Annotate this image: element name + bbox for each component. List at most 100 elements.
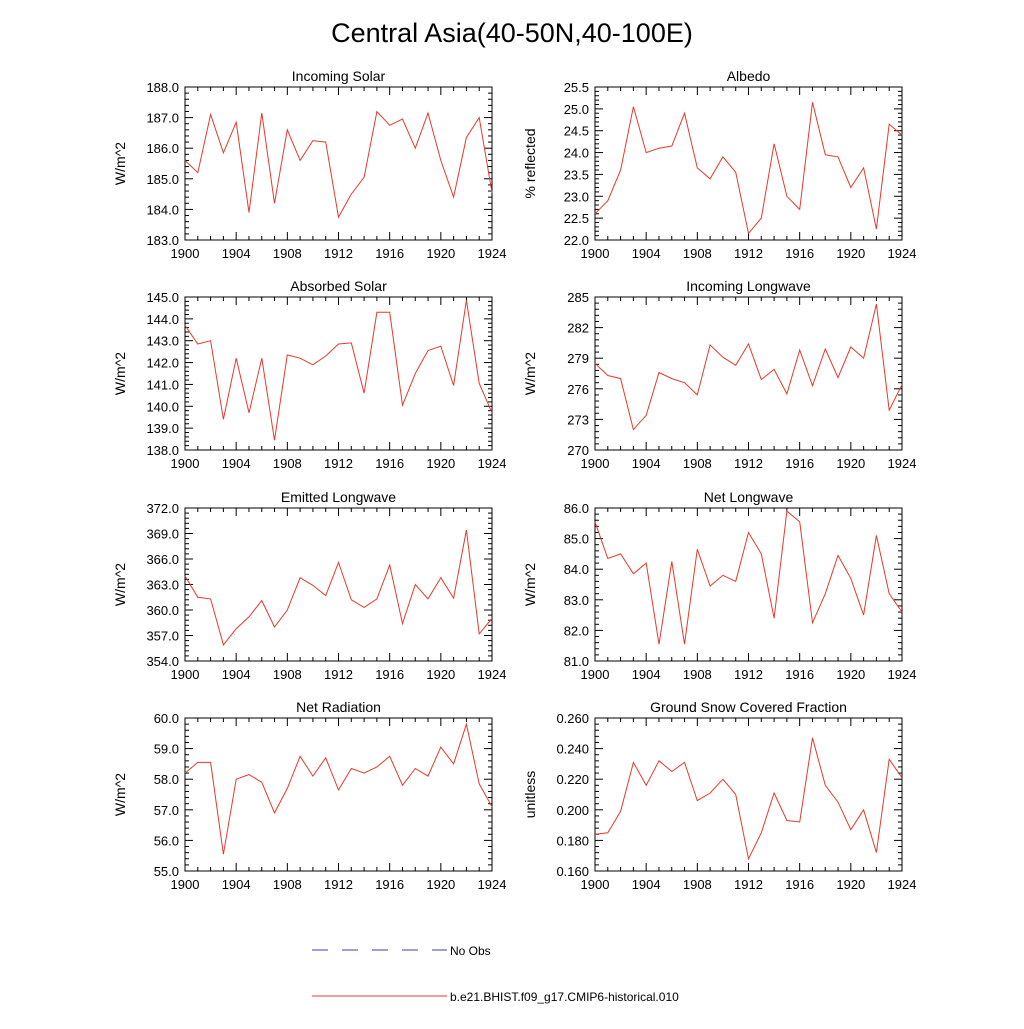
panel-ground-snow-covered-fraction-xtick-label: 1916 (785, 877, 814, 892)
panel-net-longwave-xtick-label: 1920 (836, 667, 865, 682)
panel-absorbed-solar-ylabel: W/m^2 (112, 352, 128, 395)
panel-absorbed-solar-xtick-label: 1904 (222, 456, 251, 471)
panel-net-radiation-xtick-label: 1900 (171, 877, 200, 892)
panel-incoming-longwave-ytick-label: 273 (567, 412, 589, 427)
panel-net-longwave-ylabel: W/m^2 (522, 563, 538, 606)
panel-absorbed-solar-ytick-label: 145.0 (146, 290, 179, 305)
panel-emitted-longwave-xtick-label: 1904 (222, 667, 251, 682)
panel-incoming-longwave: Incoming Longwave W/m^2 1900 1904 1908 1912 19… (522, 278, 916, 471)
panel-incoming-solar-ylabel: W/m^2 (112, 142, 128, 185)
panel-net-longwave-series-line (594, 510, 903, 645)
panel-incoming-longwave-xtick-label: 1916 (785, 456, 814, 471)
panel-net-radiation-ytick-label: 55.0 (154, 864, 179, 879)
panel-absorbed-solar-ytick-label: 144.0 (146, 312, 179, 327)
panel-albedo-ytick-label: 23.5 (564, 167, 589, 182)
panel-incoming-solar-xtick-label: 1912 (324, 246, 353, 261)
panel-incoming-solar-xtick-label: 1904 (222, 246, 251, 261)
panel-absorbed-solar-ytick-label: 140.0 (146, 399, 179, 414)
panel-incoming-solar-xtick-label: 1916 (375, 246, 404, 261)
panel-emitted-longwave-ytick-label: 363.0 (146, 578, 179, 593)
panel-emitted-longwave-xtick-label: 1908 (273, 667, 302, 682)
panel-net-longwave-xtick-label: 1904 (632, 667, 661, 682)
panel-incoming-longwave-frame (594, 296, 903, 451)
panel-albedo-ytick-label: 25.5 (564, 80, 589, 95)
panel-emitted-longwave: Emitted Longwave W/m^2 1900 1904 1908 1912 191… (112, 489, 506, 682)
panel-incoming-solar-title: Incoming Solar (292, 68, 386, 84)
panel-net-radiation-xtick-label: 1912 (324, 877, 353, 892)
panel-absorbed-solar: Absorbed Solar W/m^2 1900 1904 1908 1912 1916 1… (112, 278, 506, 471)
panel-net-longwave-title: Net Longwave (704, 489, 794, 505)
panel-albedo: Albedo % reflected 1900 1904 1908 1912 1916 192… (522, 68, 916, 261)
panel-incoming-longwave-xtick-label: 1908 (683, 456, 712, 471)
panel-incoming-longwave-xtick-label: 1912 (734, 456, 763, 471)
panel-emitted-longwave-title: Emitted Longwave (281, 489, 396, 505)
panel-incoming-longwave-ytick-label: 276 (567, 382, 589, 397)
panel-net-longwave-ytick-label: 84.0 (564, 562, 589, 577)
panel-incoming-longwave-ytick-label: 282 (567, 321, 589, 336)
panel-albedo-ytick-label: 23.0 (564, 189, 589, 204)
panel-incoming-longwave-ytick-label: 285 (567, 290, 589, 305)
panel-ground-snow-covered-fraction-xtick-label: 1920 (836, 877, 865, 892)
panel-ground-snow-covered-fraction-ytick-label: 0.160 (556, 864, 589, 879)
panel-albedo-xtick-label: 1920 (836, 246, 865, 261)
panel-absorbed-solar-xtick-label: 1900 (171, 456, 200, 471)
panel-net-radiation-frame (184, 717, 493, 872)
panel-absorbed-solar-ytick-label: 142.0 (146, 356, 179, 371)
panel-net-longwave-ytick-label: 81.0 (564, 654, 589, 669)
panel-emitted-longwave-ylabel: W/m^2 (112, 563, 128, 606)
panel-incoming-longwave-ytick-label: 279 (567, 351, 589, 366)
panel-net-radiation-ytick-label: 58.0 (154, 772, 179, 787)
panel-absorbed-solar-xtick-label: 1916 (375, 456, 404, 471)
panel-albedo-ylabel: % reflected (522, 128, 538, 198)
panel-net-longwave-ytick-label: 83.0 (564, 593, 589, 608)
panel-incoming-solar-ytick-label: 184.0 (146, 202, 179, 217)
panel-ground-snow-covered-fraction-xtick-label: 1908 (683, 877, 712, 892)
panel-emitted-longwave-xtick-label: 1916 (375, 667, 404, 682)
legend: No Obs b.e21.BHIST.f09_g17.CMIP6-histori… (312, 944, 679, 1004)
panel-absorbed-solar-xtick-label: 1920 (426, 456, 455, 471)
panel-ground-snow-covered-fraction-ytick-label: 0.220 (556, 772, 589, 787)
panel-incoming-longwave-title: Incoming Longwave (686, 278, 811, 294)
panel-incoming-solar-ytick-label: 187.0 (146, 111, 179, 126)
panel-absorbed-solar-ytick-label: 143.0 (146, 334, 179, 349)
panel-net-longwave-ytick-label: 86.0 (564, 501, 589, 516)
panel-net-longwave-frame (594, 507, 903, 662)
panel-net-radiation-ytick-label: 56.0 (154, 833, 179, 848)
panel-net-radiation-xtick-label: 1916 (375, 877, 404, 892)
panel-net-radiation-ytick-label: 59.0 (154, 742, 179, 757)
panel-albedo-xtick-label: 1912 (734, 246, 763, 261)
panel-incoming-solar: Incoming Solar W/m^2 1900 1904 1908 1912 1916 1… (112, 68, 506, 261)
panel-incoming-solar-series-line (184, 110, 493, 219)
panel-albedo-series-line (594, 102, 903, 235)
panel-incoming-longwave-xtick-label: 1900 (581, 456, 610, 471)
panel-net-radiation-xtick-label: 1920 (426, 877, 455, 892)
panel-absorbed-solar-ytick-label: 138.0 (146, 443, 179, 458)
panel-emitted-longwave-xtick-label: 1924 (478, 667, 507, 682)
panel-incoming-solar-ytick-label: 186.0 (146, 141, 179, 156)
panel-absorbed-solar-xtick-label: 1924 (478, 456, 507, 471)
panel-net-radiation-ytick-label: 57.0 (154, 803, 179, 818)
panel-absorbed-solar-xtick-label: 1912 (324, 456, 353, 471)
panel-incoming-solar-ytick-label: 188.0 (146, 80, 179, 95)
panel-ground-snow-covered-fraction-ytick-label: 0.260 (556, 711, 589, 726)
panel-ground-snow-covered-fraction-ytick-label: 0.180 (556, 833, 589, 848)
panel-net-longwave-ytick-label: 85.0 (564, 532, 589, 547)
panel-net-radiation-ytick-label: 60.0 (154, 711, 179, 726)
panel-absorbed-solar-ytick-label: 141.0 (146, 377, 179, 392)
panel-net-radiation-series-line (184, 722, 493, 855)
panel-net-radiation-xtick-label: 1924 (478, 877, 507, 892)
panel-emitted-longwave-ytick-label: 360.0 (146, 603, 179, 618)
legend-label-no-obs: No Obs (450, 944, 491, 958)
panel-ground-snow-covered-fraction-xtick-label: 1904 (632, 877, 661, 892)
panel-net-radiation-xtick-label: 1908 (273, 877, 302, 892)
panel-net-longwave-xtick-label: 1916 (785, 667, 814, 682)
panel-albedo-ytick-label: 25.0 (564, 102, 589, 117)
panel-incoming-solar-xtick-label: 1900 (171, 246, 200, 261)
panel-incoming-longwave-ytick-label: 270 (567, 443, 589, 458)
panel-grid: Incoming Solar W/m^2 1900 1904 1908 1912 1916 1… (112, 68, 916, 892)
panel-net-radiation-xtick-label: 1904 (222, 877, 251, 892)
panel-incoming-solar-ytick-label: 185.0 (146, 172, 179, 187)
panel-incoming-longwave-xtick-label: 1904 (632, 456, 661, 471)
